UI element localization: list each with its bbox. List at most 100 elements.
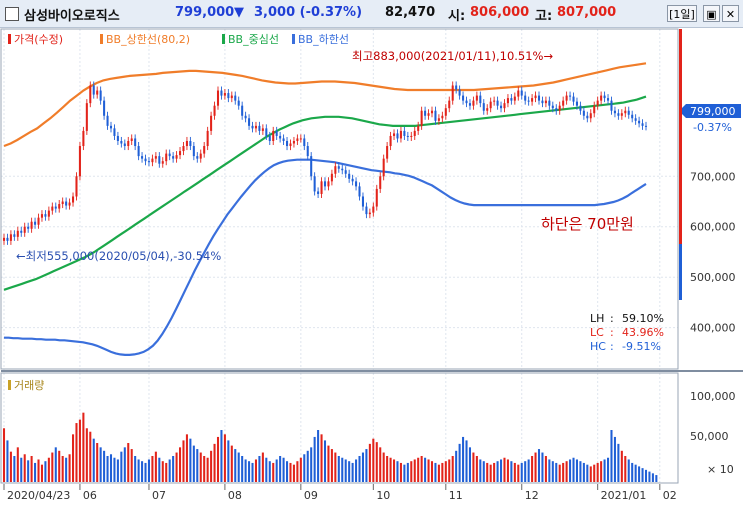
volume-bar	[496, 461, 499, 482]
x-tick-label: 11	[449, 489, 463, 502]
candle-body	[272, 130, 275, 141]
volume-bar	[448, 459, 451, 482]
volume-bar	[120, 451, 123, 482]
candle-body	[541, 100, 544, 104]
volume-bar	[13, 456, 16, 482]
bb-lower-path	[4, 158, 647, 356]
volume-bar	[382, 452, 385, 482]
volume-bar	[462, 436, 465, 482]
stat-hc-label: HC	[590, 340, 606, 353]
candle-body	[638, 120, 641, 124]
bb-lower-line	[4, 158, 647, 356]
x-tick-label: 07	[152, 489, 166, 502]
candle-body	[372, 206, 375, 213]
volume-bar	[109, 454, 113, 482]
volume-bar	[141, 461, 144, 482]
stat-lc-label: LC	[590, 326, 604, 339]
candle-body	[116, 135, 119, 141]
candle-body	[268, 135, 271, 141]
candle-body	[420, 110, 423, 126]
candle-body	[489, 101, 492, 109]
volume-bar	[313, 436, 316, 482]
volume-bar	[23, 454, 26, 482]
candle-body	[234, 95, 237, 101]
candle-body	[537, 95, 541, 101]
volume-bar	[220, 430, 223, 482]
current-price: 799,000	[175, 5, 235, 20]
candle-body	[544, 100, 547, 104]
volume-bar	[179, 447, 182, 482]
volume-bar	[589, 466, 592, 482]
volume-bar	[230, 445, 233, 482]
period-button[interactable]: [1일]	[667, 5, 697, 22]
candle-body	[441, 115, 444, 119]
volume-bar	[113, 457, 116, 482]
x-tick-label: 02	[663, 489, 677, 502]
volume-bar	[310, 447, 313, 482]
volume-bar	[493, 462, 496, 482]
volume-bar	[527, 459, 530, 482]
volume-bar	[123, 447, 126, 482]
volume-bar	[78, 419, 81, 482]
volume-bar	[396, 461, 399, 482]
volume-bar	[40, 464, 43, 482]
volume-bar	[20, 457, 23, 482]
volume-bar	[58, 450, 61, 482]
volume-bar	[103, 450, 106, 482]
select-checkbox[interactable]	[5, 7, 19, 21]
maximize-icon[interactable]: ▣	[703, 5, 720, 22]
candle-body	[103, 100, 106, 116]
candle-body	[624, 110, 627, 114]
volume-bar	[261, 452, 264, 482]
candle-body	[462, 95, 465, 101]
volume-bar	[500, 459, 503, 482]
candle-body	[306, 146, 309, 157]
open-label: 시:	[448, 9, 466, 24]
volume-bar	[365, 449, 368, 482]
volume-bar	[30, 456, 33, 482]
candle-body	[230, 95, 233, 99]
volume-bar	[389, 457, 392, 482]
legend-volume: 거래량	[14, 379, 44, 392]
volume-bar	[320, 434, 323, 482]
candle-body	[192, 146, 195, 157]
volume-bar	[172, 456, 175, 482]
volume-bar	[192, 445, 195, 482]
candle-body	[330, 173, 333, 182]
volume-tick-label: × 10	[707, 463, 734, 476]
volume-bar	[268, 461, 271, 482]
candle-body	[403, 130, 406, 136]
volume-bar	[296, 461, 299, 482]
volume-bar	[627, 459, 630, 482]
volume-bar	[520, 462, 523, 482]
candle-body	[562, 100, 565, 106]
candle-body	[569, 95, 572, 97]
volume-bar	[251, 462, 254, 482]
candle-body	[189, 140, 192, 147]
candle-body	[299, 138, 302, 140]
candle-body	[75, 176, 78, 197]
volume-bar	[638, 466, 641, 482]
candle-body	[355, 181, 358, 187]
candle-body	[99, 90, 102, 101]
candle-body	[644, 125, 648, 127]
volume-bar	[348, 461, 351, 482]
volume-bar	[455, 450, 458, 482]
candle-body	[382, 158, 385, 177]
volume-bar	[631, 462, 634, 482]
volume-bar	[175, 452, 178, 482]
volume-bar	[341, 457, 344, 482]
volume-bar	[430, 461, 434, 482]
y-tick-label: 400,000	[690, 322, 736, 335]
volume-bar	[185, 434, 188, 482]
candle-body	[113, 128, 116, 136]
candle-body	[582, 110, 585, 116]
candle-body	[123, 143, 126, 147]
volume-bar	[403, 464, 406, 482]
legend-price-swatch	[8, 34, 11, 44]
volume-bar	[82, 412, 85, 482]
candle-body	[141, 156, 144, 159]
close-icon[interactable]: ✕	[722, 5, 739, 22]
chart-grid	[1, 29, 678, 483]
candle-body	[47, 210, 50, 217]
